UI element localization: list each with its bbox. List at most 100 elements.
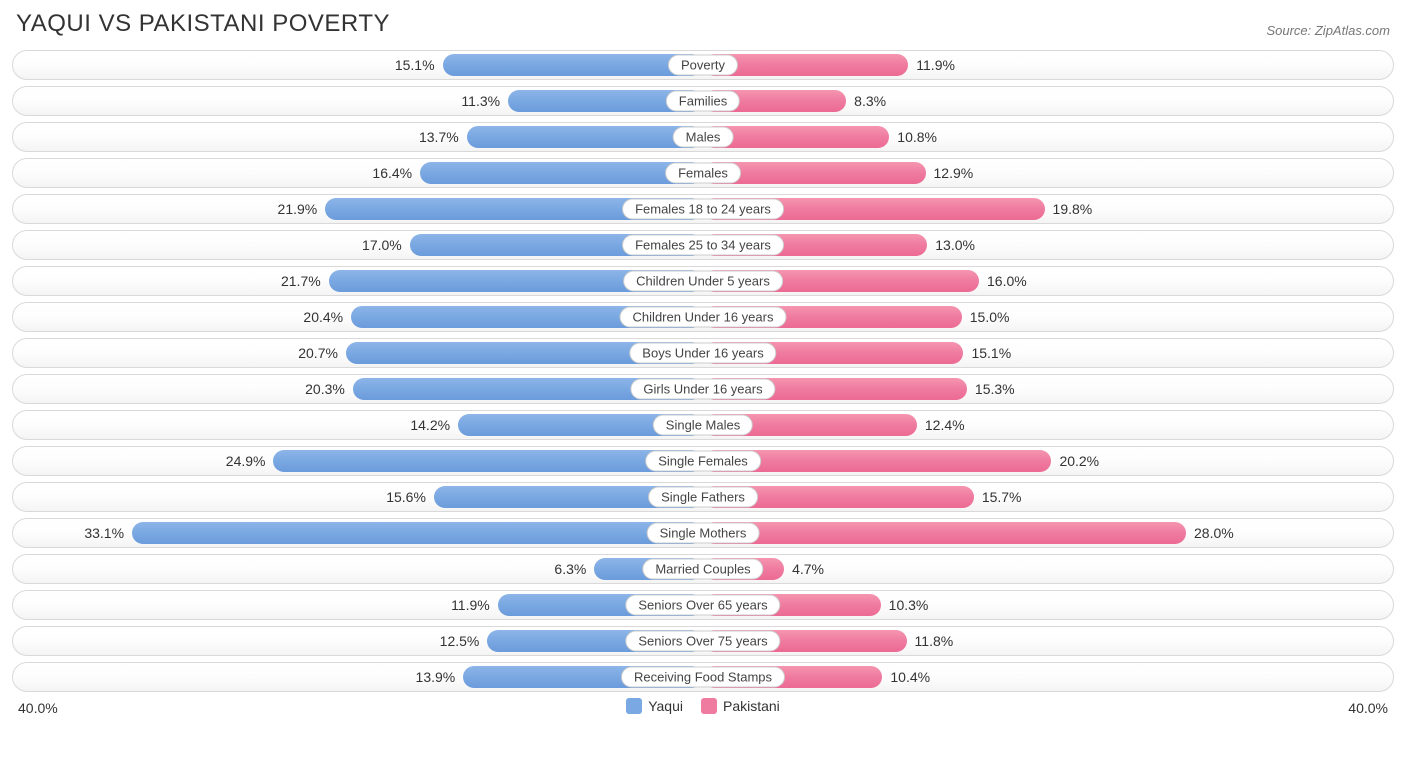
left-value: 6.3% xyxy=(554,555,594,583)
right-value: 4.7% xyxy=(784,555,824,583)
right-value: 13.0% xyxy=(927,231,975,259)
left-bar xyxy=(443,54,703,76)
right-value: 10.8% xyxy=(889,123,937,151)
left-half: 24.9% xyxy=(13,447,703,475)
right-bar xyxy=(703,522,1186,544)
left-value: 14.2% xyxy=(410,411,458,439)
right-half: 15.1% xyxy=(703,339,1393,367)
left-half: 6.3% xyxy=(13,555,703,583)
chart-header: YAQUI VS PAKISTANI POVERTY Source: ZipAt… xyxy=(12,10,1394,38)
bar-row: 15.1%11.9%Poverty xyxy=(12,50,1394,80)
right-value: 15.1% xyxy=(963,339,1011,367)
left-bar xyxy=(273,450,703,472)
legend-item-left: Yaqui xyxy=(626,698,683,714)
left-value: 20.4% xyxy=(303,303,351,331)
right-half: 12.9% xyxy=(703,159,1393,187)
left-value: 13.7% xyxy=(419,123,467,151)
bar-row: 33.1%28.0%Single Mothers xyxy=(12,518,1394,548)
source-attribution: Source: ZipAtlas.com xyxy=(1266,23,1390,38)
category-label: Families xyxy=(666,91,740,112)
left-value: 20.3% xyxy=(305,375,353,403)
left-half: 13.9% xyxy=(13,663,703,691)
right-value: 10.4% xyxy=(882,663,930,691)
bar-row: 16.4%12.9%Females xyxy=(12,158,1394,188)
left-value: 16.4% xyxy=(372,159,420,187)
right-value: 10.3% xyxy=(881,591,929,619)
legend-item-right: Pakistani xyxy=(701,698,780,714)
left-half: 11.9% xyxy=(13,591,703,619)
right-value: 12.9% xyxy=(926,159,974,187)
bar-row: 24.9%20.2%Single Females xyxy=(12,446,1394,476)
left-half: 15.1% xyxy=(13,51,703,79)
right-half: 15.7% xyxy=(703,483,1393,511)
bar-row: 13.9% 10.4% Receiving Food Stamps xyxy=(12,662,1394,692)
category-label: Married Couples xyxy=(642,559,763,580)
left-value: 12.5% xyxy=(440,627,488,655)
bar-row: 20.4%15.0%Children Under 16 years xyxy=(12,302,1394,332)
chart-title: YAQUI VS PAKISTANI POVERTY xyxy=(16,10,390,38)
left-half: 11.3% xyxy=(13,87,703,115)
right-half: 16.0% xyxy=(703,267,1393,295)
bar-row: 13.7%10.8%Males xyxy=(12,122,1394,152)
left-half: 15.6% xyxy=(13,483,703,511)
right-half: 28.0% xyxy=(703,519,1393,547)
bar-row: 15.6% 15.7%Single Fathers xyxy=(12,482,1394,512)
legend-label-right: Pakistani xyxy=(723,698,780,714)
axis-max-right: 40.0% xyxy=(1348,700,1388,716)
right-half: 4.7% xyxy=(703,555,1393,583)
left-value: 15.1% xyxy=(395,51,443,79)
bar-row: 21.7%16.0%Children Under 5 years xyxy=(12,266,1394,296)
category-label: Receiving Food Stamps xyxy=(621,667,785,688)
left-bar xyxy=(132,522,703,544)
left-value: 24.9% xyxy=(226,447,274,475)
category-label: Seniors Over 75 years xyxy=(625,631,780,652)
left-value: 21.9% xyxy=(278,195,326,223)
diverging-bar-chart: 15.1%11.9%Poverty11.3%8.3%Families13.7%1… xyxy=(12,50,1394,692)
category-label: Females 18 to 24 years xyxy=(622,199,784,220)
right-value: 12.4% xyxy=(917,411,965,439)
axis-max-left: 40.0% xyxy=(18,700,58,716)
bar-row: 17.0% 13.0% Females 25 to 34 years xyxy=(12,230,1394,260)
left-value: 15.6% xyxy=(386,483,434,511)
right-half: 10.4% xyxy=(703,663,1393,691)
source-link[interactable]: ZipAtlas.com xyxy=(1315,23,1390,38)
left-bar xyxy=(420,162,703,184)
right-value: 19.8% xyxy=(1045,195,1093,223)
bar-row: 6.3% 4.7% Married Couples xyxy=(12,554,1394,584)
right-value: 11.8% xyxy=(907,627,954,655)
left-half: 20.7% xyxy=(13,339,703,367)
left-half: 20.4% xyxy=(13,303,703,331)
left-half: 17.0% xyxy=(13,231,703,259)
left-half: 12.5% xyxy=(13,627,703,655)
right-half: 15.3% xyxy=(703,375,1393,403)
left-half: 33.1% xyxy=(13,519,703,547)
right-value: 15.3% xyxy=(967,375,1015,403)
left-value: 20.7% xyxy=(298,339,346,367)
left-half: 13.7% xyxy=(13,123,703,151)
left-value: 11.9% xyxy=(451,591,498,619)
bar-row: 20.7% 15.1% Boys Under 16 years xyxy=(12,338,1394,368)
bar-row: 14.2%12.4%Single Males xyxy=(12,410,1394,440)
left-value: 13.9% xyxy=(416,663,464,691)
left-half: 16.4% xyxy=(13,159,703,187)
right-half: 13.0% xyxy=(703,231,1393,259)
left-value: 21.7% xyxy=(281,267,329,295)
legend-swatch-right xyxy=(701,698,717,714)
category-label: Boys Under 16 years xyxy=(629,343,776,364)
left-half: 14.2% xyxy=(13,411,703,439)
right-half: 10.3% xyxy=(703,591,1393,619)
bar-row: 20.3%15.3%Girls Under 16 years xyxy=(12,374,1394,404)
source-prefix: Source: xyxy=(1266,23,1314,38)
category-label: Females 25 to 34 years xyxy=(622,235,784,256)
right-value: 16.0% xyxy=(979,267,1027,295)
legend-label-left: Yaqui xyxy=(648,698,683,714)
right-half: 10.8% xyxy=(703,123,1393,151)
category-label: Poverty xyxy=(668,55,738,76)
right-value: 15.0% xyxy=(962,303,1010,331)
left-value: 11.3% xyxy=(461,87,508,115)
bar-row: 21.9% 19.8% Females 18 to 24 years xyxy=(12,194,1394,224)
category-label: Single Fathers xyxy=(648,487,758,508)
legend-swatch-left xyxy=(626,698,642,714)
left-half: 21.7% xyxy=(13,267,703,295)
left-value: 17.0% xyxy=(362,231,410,259)
